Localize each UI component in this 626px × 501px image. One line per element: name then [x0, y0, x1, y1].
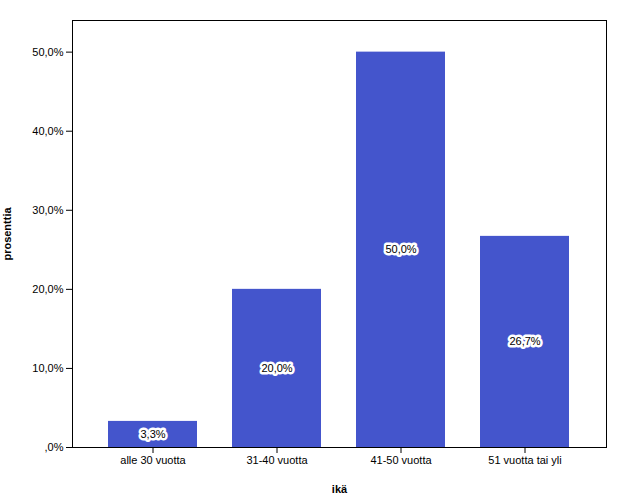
svg-text:50,0%: 50,0%	[385, 243, 416, 255]
svg-text:51 vuotta tai yli: 51 vuotta tai yli	[488, 454, 561, 466]
svg-text:50,0%: 50,0%	[32, 46, 63, 58]
svg-text:ikä: ikä	[332, 483, 348, 495]
svg-text:alle 30 vuotta: alle 30 vuotta	[120, 454, 186, 466]
svg-text:,0%: ,0%	[45, 441, 64, 453]
svg-text:20,0%: 20,0%	[261, 362, 292, 374]
svg-text:prosenttia: prosenttia	[1, 207, 13, 261]
svg-text:10,0%: 10,0%	[32, 362, 63, 374]
svg-text:31-40 vuotta: 31-40 vuotta	[246, 454, 308, 466]
svg-text:20,0%: 20,0%	[32, 283, 63, 295]
svg-text:30,0%: 30,0%	[32, 204, 63, 216]
svg-text:40,0%: 40,0%	[32, 125, 63, 137]
svg-text:26,7%: 26,7%	[509, 335, 540, 347]
svg-text:41-50 vuotta: 41-50 vuotta	[370, 454, 432, 466]
svg-text:3,3%: 3,3%	[140, 428, 165, 440]
